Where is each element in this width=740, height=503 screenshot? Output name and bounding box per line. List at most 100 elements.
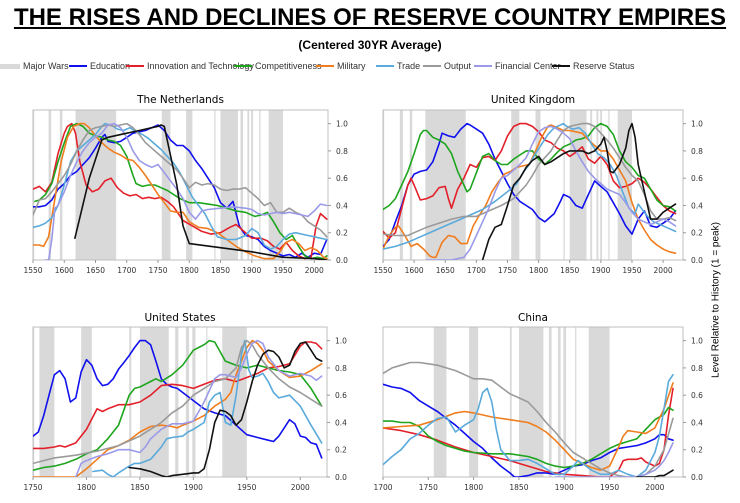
legend-item-competitiveness: Competitiveness [234,58,322,74]
y-tick-label: 0.0 [336,256,348,265]
y-tick-label: 0.6 [336,174,348,183]
war-band [563,110,565,260]
war-band [575,327,577,477]
y-tick-label: 0.2 [335,446,347,455]
series-output [383,122,677,237]
panel-title: United States [144,312,215,324]
series-competitiveness [383,122,677,212]
x-tick-label: 1800 [464,483,483,492]
legend-label-innovation: Innovation and Technology [147,61,254,71]
y-tick-label: 0.8 [691,364,703,373]
y-tick-label: 0.6 [691,391,703,400]
war-band [175,327,179,477]
war-band [186,110,193,260]
legend-swatch-trade [376,65,394,67]
legend-label-military: Military [337,61,366,71]
y-tick-label: 0.6 [335,391,347,400]
series-trade [92,339,323,477]
x-tick-label: 1950 [237,483,256,492]
x-tick-label: 1650 [436,266,455,275]
legend-label-education: Education [90,61,131,71]
x-tick-label: 2000 [654,266,673,275]
war-band [548,327,552,477]
war-band [433,327,447,477]
x-tick-label: 1950 [273,266,292,275]
x-tick-label: 1750 [148,266,167,275]
x-tick-label: 2000 [645,483,664,492]
war-band [557,327,561,477]
panel-the-netherlands: 1550 1600 1650 1700 1750 1800 1850 1900 1950 2000… [23,94,348,275]
war-bands [433,327,610,477]
legend-item-education: Education [69,58,130,74]
x-tick-label: 1750 [419,483,438,492]
series-innovation [33,341,323,450]
y-tick-label: 0.4 [335,418,347,427]
legend-item-military: Military [316,58,366,74]
war-band [535,110,541,260]
war-band [518,327,544,477]
x-tick-label: 1950 [622,266,641,275]
war-band [59,110,63,260]
x-tick-label: 1550 [373,266,392,275]
x-tick-label: 1650 [86,266,105,275]
legend: Major Wars Education Innovation and Techno… [0,58,740,74]
x-tick-label: 1550 [23,266,42,275]
series-military [383,382,674,472]
series-financial [75,339,323,477]
war-band [617,110,632,260]
war-band [192,327,196,477]
panel-united-states: 1750 1800 1850 1900 1950 2000 0.0 0.2 0.4 0.6 0.8 1… [23,312,347,492]
war-band [161,110,171,260]
legend-item-wars: Major Wars [0,58,69,74]
war-band [81,327,92,477]
war-band [509,327,512,477]
legend-swatch-military [316,65,334,67]
war-band [600,110,603,260]
x-tick-label: 1600 [405,266,424,275]
x-tick-label: 1900 [555,483,574,492]
series-lines [33,339,323,477]
series-innovation [383,122,677,239]
war-band [75,110,117,260]
y-tick-label: 0.4 [691,201,703,210]
x-tick-label: 1750 [498,266,517,275]
series-lines [383,122,677,260]
legend-swatch-innovation [126,65,144,67]
series-military [33,122,328,260]
y-tick-label: 0.2 [691,446,703,455]
series-financial [425,125,677,260]
panel-title: United Kingdom [491,94,575,106]
war-band [563,327,567,477]
x-tick-label: 1850 [560,266,579,275]
y-tick-label: 0.0 [691,473,703,482]
legend-swatch-financial [474,65,492,67]
legend-swatch-education [69,65,87,67]
chart-subtitle: (Centered 30YR Average) [298,38,442,52]
series-education [383,383,674,477]
legend-label-competitiveness: Competitiveness [255,61,322,71]
y-tick-label: 0.2 [336,229,348,238]
x-tick-label: 1800 [180,266,199,275]
legend-item-reserve: Reserve Status [552,58,635,74]
plot-frame [32,109,329,261]
series-trade [383,373,674,477]
series-financial [554,442,674,477]
war-band [268,110,283,260]
war-band [251,110,253,260]
war-band [469,327,479,477]
y-tick-label: 1.0 [691,120,703,129]
series-financial [44,122,328,260]
series-trade [33,122,328,250]
panel-title: The Netherlands [136,94,224,106]
war-band [596,110,599,260]
x-tick-label: 1900 [184,483,203,492]
y-tick-label: 0.2 [691,229,703,238]
y-tick-label: 0.6 [691,174,703,183]
war-band [247,110,250,260]
y-tick-label: 0.4 [691,418,703,427]
plot-frame [382,109,684,261]
panel-china: 1700 1750 1800 1850 1900 1950 2000 0.0 0.2 0.4 0.6… [373,312,703,492]
series-military [33,339,323,477]
series-education [383,122,677,248]
chart-title: THE RISES AND DECLINES OF RESERVE COUNTR… [13,4,727,31]
